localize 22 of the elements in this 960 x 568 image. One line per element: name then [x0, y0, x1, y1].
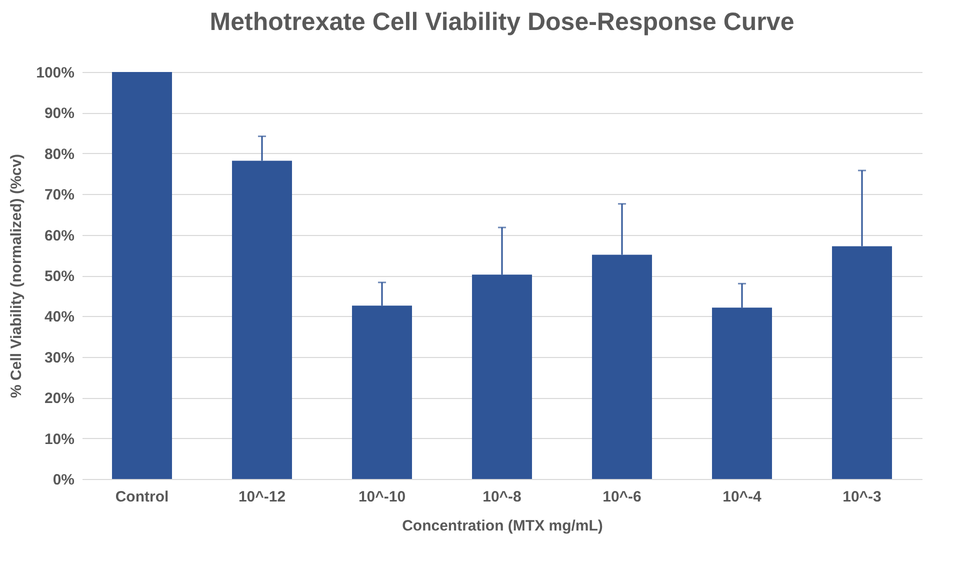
y-tick-label: 20% — [44, 390, 74, 408]
y-tick-label: 0% — [52, 472, 74, 488]
chart-title: Methotrexate Cell Viability Dose-Response Curve — [210, 8, 794, 36]
y-tick-label: 10% — [44, 430, 74, 448]
x-axis-title: Concentration (MTX mg/mL) — [402, 518, 603, 534]
x-tick-label: 10^-12 — [238, 488, 286, 506]
y-tick-label: 40% — [44, 308, 74, 326]
y-tick-label: 90% — [44, 105, 74, 122]
y-tick-label: 50% — [44, 268, 74, 285]
bar — [112, 72, 172, 479]
x-tick-label: 10^-4 — [722, 488, 762, 506]
y-tick-label: 30% — [44, 349, 74, 366]
y-tick-label: 100% — [36, 64, 74, 82]
y-tick-label: 70% — [44, 186, 74, 204]
x-tick-label: 10^-6 — [602, 488, 642, 506]
x-tick-label: Control — [115, 488, 169, 506]
y-tick-label: 60% — [44, 227, 74, 244]
x-tick-label: 10^-3 — [842, 488, 882, 506]
y-axis-title: % Cell Viability (normalized) (%cv) — [8, 154, 26, 398]
x-tick-label: 10^-8 — [482, 488, 522, 506]
y-tick-label: 80% — [44, 146, 74, 163]
x-tick-label: 10^-10 — [358, 488, 406, 506]
